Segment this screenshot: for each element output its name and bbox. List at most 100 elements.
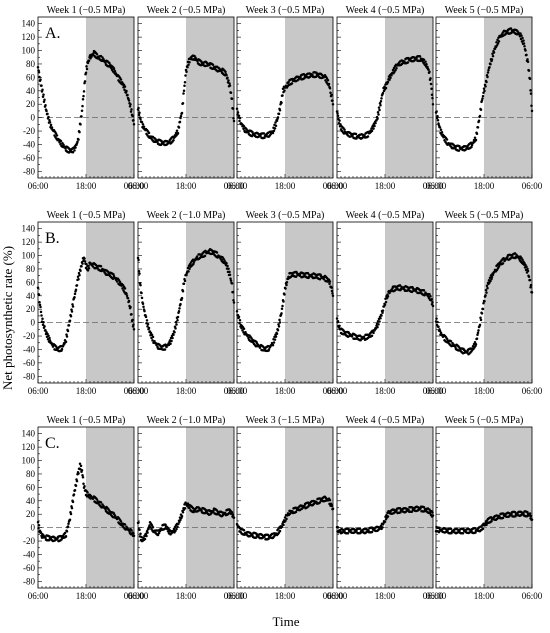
data-point: [376, 117, 379, 121]
data-point: [281, 304, 284, 308]
data-point: [82, 94, 85, 98]
x-tick-label: 06:00: [224, 386, 245, 396]
data-point: [48, 339, 52, 342]
panel-frame: [336, 426, 434, 589]
data-point: [492, 51, 496, 54]
data-point: [285, 517, 288, 521]
data-point: [77, 271, 81, 275]
data-point: [40, 84, 43, 87]
data-point: [42, 321, 45, 324]
data-point: [483, 89, 486, 93]
data-point: [146, 531, 149, 534]
dark-period-shading: [385, 222, 433, 383]
data-point: [87, 59, 91, 63]
x-tick-label: 06:00: [423, 591, 444, 601]
data-point: [277, 112, 281, 116]
data-point: [278, 321, 282, 324]
data-point: [83, 260, 87, 263]
data-point: [343, 128, 346, 131]
data-point: [439, 128, 443, 131]
data-point: [146, 322, 150, 326]
data-point: [491, 54, 495, 58]
data-point: [395, 509, 398, 512]
data-point: [39, 78, 42, 81]
data-point: [67, 522, 70, 525]
data-point: [87, 264, 90, 268]
panel-frame: [236, 221, 334, 384]
data-point: [457, 149, 461, 152]
data-point: [480, 99, 484, 102]
data-point: [86, 491, 89, 494]
data-point: [481, 97, 484, 100]
chart-panel: Week 1 (−0.5 MPa) 06:00 18:00 06:00: [28, 5, 145, 191]
data-point: [225, 73, 228, 77]
data-point: [238, 116, 242, 120]
data-point: [99, 265, 103, 268]
data-point: [44, 328, 47, 332]
data-point: [224, 70, 227, 74]
data-point: [45, 109, 48, 113]
y-tick-label: 20: [26, 509, 36, 519]
data-point: [388, 78, 391, 82]
chart-panel: Week 3 (−1.5 MPa) 06:00 18:00 06:00: [227, 415, 344, 601]
data-point: [95, 53, 99, 56]
data-point: [438, 526, 441, 530]
data-point: [78, 130, 81, 134]
data-point: [484, 294, 487, 297]
data-point: [378, 108, 381, 112]
data-point: [274, 335, 278, 338]
data-point: [121, 287, 124, 290]
data-point: [238, 322, 241, 325]
y-axis-label: Net photosynthetic rate (%): [0, 246, 15, 390]
data-point: [82, 482, 85, 485]
data-point: [379, 524, 383, 527]
data-point: [262, 132, 266, 135]
data-point: [139, 117, 142, 121]
data-point: [525, 53, 528, 57]
data-point: [338, 324, 341, 328]
data-point: [38, 75, 41, 79]
data-point: [46, 112, 49, 116]
data-point: [476, 331, 480, 335]
data-point: [436, 320, 439, 324]
data-point: [123, 88, 126, 92]
data-point: [380, 97, 383, 100]
data-point: [104, 507, 107, 511]
data-point: [139, 283, 142, 287]
data-point: [437, 325, 440, 328]
y-tick-label: 100: [22, 456, 36, 466]
x-tick-label: 06:00: [522, 181, 543, 191]
data-point: [242, 529, 246, 532]
data-point: [145, 534, 148, 538]
data-point: [271, 131, 275, 135]
dark-period-shading: [285, 427, 333, 588]
x-tick-label: 18:00: [76, 386, 97, 396]
data-point: [422, 289, 426, 292]
chart-panel: Week 4 (−0.5 MPa) 06:00 18:00 06:00: [327, 5, 444, 191]
data-point: [521, 36, 524, 40]
data-point: [144, 315, 148, 319]
data-point: [526, 269, 530, 273]
data-point: [429, 77, 432, 80]
data-point: [378, 320, 381, 323]
data-point: [477, 329, 480, 332]
data-point: [358, 527, 362, 531]
data-point: [73, 488, 77, 492]
data-point: [475, 337, 479, 340]
data-point: [273, 127, 277, 130]
data-point: [123, 85, 127, 88]
data-point: [83, 80, 87, 83]
data-point: [70, 308, 73, 311]
data-point: [183, 506, 187, 510]
data-point: [60, 347, 64, 351]
data-point: [529, 285, 532, 289]
data-point: [181, 101, 185, 105]
data-point: [38, 300, 41, 304]
data-point: [81, 104, 84, 108]
data-point: [377, 106, 381, 109]
data-point: [80, 264, 83, 268]
y-tick-label: 20: [26, 304, 36, 314]
data-point: [355, 529, 358, 533]
